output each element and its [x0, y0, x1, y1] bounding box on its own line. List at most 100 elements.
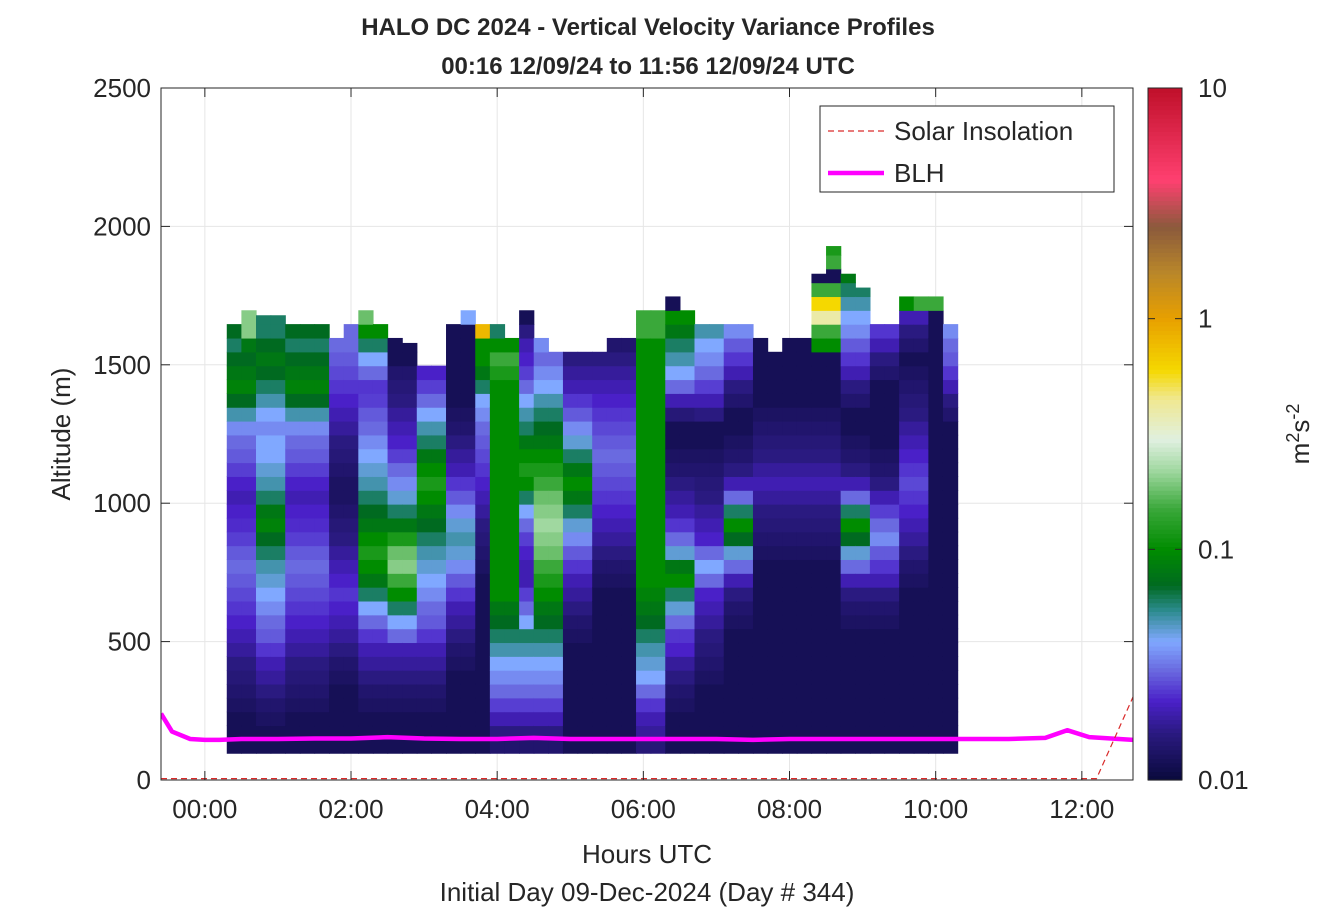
heatmap-cell — [899, 365, 915, 381]
heatmap-cell — [387, 531, 403, 547]
heatmap-cell — [913, 683, 929, 699]
heatmap-cell — [519, 324, 535, 339]
heatmap-cell — [621, 697, 637, 713]
heatmap-cell — [709, 490, 725, 505]
heatmap-cell — [869, 739, 886, 754]
heatmap-cell — [314, 697, 330, 713]
heatmap-cell — [942, 683, 959, 699]
y-tick-label: 0 — [137, 765, 151, 795]
heatmap-cell — [402, 420, 418, 436]
heatmap-cell — [592, 697, 608, 713]
colorbar-segment — [1148, 732, 1182, 738]
heatmap-cell — [285, 448, 301, 464]
heatmap-cell — [738, 531, 754, 547]
heatmap-cell — [489, 642, 506, 657]
colorbar-segment — [1148, 585, 1182, 591]
heatmap-cell — [869, 462, 886, 477]
heatmap-cell — [329, 490, 345, 505]
heatmap-cell — [811, 683, 827, 699]
heatmap-cell — [694, 600, 710, 616]
heatmap-cell — [489, 545, 506, 560]
heatmap-cell — [752, 434, 769, 450]
heatmap-cell — [489, 614, 506, 630]
heatmap-cell — [329, 670, 345, 685]
heatmap-cell — [928, 407, 944, 422]
colorbar-segment — [1148, 507, 1182, 513]
heatmap-cell — [548, 476, 564, 491]
heatmap-cell — [855, 504, 871, 519]
heatmap-cell — [826, 246, 842, 256]
colorbar-segment — [1148, 446, 1182, 452]
heatmap-cell — [606, 739, 623, 754]
heatmap-cell — [840, 739, 856, 754]
heatmap-cell — [855, 642, 871, 657]
heatmap-cell — [928, 670, 944, 685]
colorbar-segment — [1148, 762, 1182, 768]
heatmap-cell — [533, 504, 549, 519]
heatmap-cell — [431, 587, 447, 602]
heatmap-cell — [519, 476, 535, 491]
colorbar-segment — [1148, 317, 1182, 323]
heatmap-cell — [723, 642, 739, 657]
heatmap-cell — [241, 407, 257, 422]
heatmap-cell — [270, 697, 286, 713]
heatmap-cell — [694, 337, 710, 353]
colorbar-segment — [1148, 589, 1182, 595]
heatmap-cell — [489, 573, 506, 588]
heatmap-cell — [475, 614, 491, 630]
heatmap-cell — [314, 434, 330, 450]
heatmap-cell — [592, 476, 608, 491]
heatmap-cell — [226, 628, 242, 644]
heatmap-cell — [285, 587, 301, 602]
heatmap-cell — [475, 365, 491, 381]
heatmap-cell — [475, 711, 491, 727]
heatmap-cell — [256, 365, 272, 381]
heatmap-cell — [650, 504, 666, 519]
heatmap-cell — [884, 587, 900, 602]
heatmap-cell — [913, 393, 929, 408]
heatmap-cell — [577, 711, 593, 727]
heatmap-cell — [256, 545, 272, 560]
heatmap-cell — [606, 337, 623, 353]
heatmap-cell — [636, 711, 652, 727]
heatmap-cell — [241, 711, 257, 727]
heatmap-cell — [621, 614, 637, 630]
heatmap-cell — [665, 670, 681, 685]
heatmap-cell — [504, 407, 520, 422]
heatmap-cell — [913, 337, 929, 353]
heatmap-cell — [387, 351, 403, 367]
colorbar-segment — [1148, 641, 1182, 647]
heatmap-cell — [694, 324, 710, 339]
heatmap-cell — [577, 697, 593, 713]
x-tick-label: 00:00 — [172, 794, 237, 824]
heatmap-cell — [592, 573, 608, 588]
heatmap-cell — [562, 351, 579, 367]
heatmap-cell — [256, 324, 272, 339]
heatmap-cell — [650, 448, 666, 464]
heatmap-cell — [489, 476, 506, 491]
heatmap-cell — [840, 628, 856, 644]
colorbar-segment — [1148, 248, 1182, 253]
heatmap-cell — [942, 531, 959, 547]
heatmap-cell — [752, 407, 769, 422]
colorbar-segment — [1148, 330, 1182, 336]
heatmap-cell — [709, 642, 725, 657]
heatmap-cell — [679, 365, 696, 381]
heatmap-cell — [942, 545, 959, 560]
heatmap-cell — [548, 448, 564, 464]
heatmap-cell — [314, 324, 330, 339]
heatmap-cell — [329, 573, 345, 588]
heatmap-cell — [343, 670, 359, 685]
heatmap-cell — [665, 656, 681, 671]
heatmap-cell — [577, 434, 593, 450]
heatmap-cell — [431, 420, 447, 436]
heatmap-cell — [548, 683, 564, 699]
heatmap-cell — [475, 628, 491, 644]
heatmap-cell — [343, 379, 359, 394]
heatmap-cell — [489, 628, 506, 644]
heatmap-cell — [606, 628, 623, 644]
heatmap-cell — [577, 462, 593, 477]
heatmap-cell — [329, 476, 345, 491]
heatmap-cell — [913, 296, 929, 311]
heatmap-cell — [636, 587, 652, 602]
